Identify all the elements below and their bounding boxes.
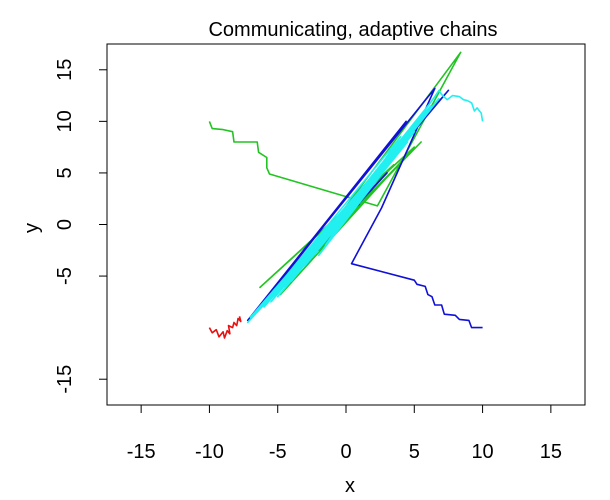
- axes-layer: -15 -10 -5 0 5 10 15 -15 -5 0 5 10 15: [54, 59, 562, 463]
- x-tick-label-4: 5: [409, 441, 420, 463]
- y-tick-label-4: 10: [54, 110, 76, 132]
- series-layer: [208, 51, 484, 339]
- y-tick-label-5: 15: [54, 59, 76, 81]
- y-axis-label: y: [21, 223, 43, 233]
- y-tick-label-1: -5: [54, 267, 76, 285]
- plot-frame: [106, 43, 586, 406]
- x-tick-label-6: 15: [540, 441, 562, 463]
- y-tick-label-0: -15: [54, 365, 76, 394]
- y-tick-label-3: 5: [54, 167, 76, 178]
- x-tick-label-1: -10: [195, 441, 224, 463]
- series-line-0: [208, 51, 462, 296]
- series-line-2: [208, 316, 242, 339]
- x-tick-label-3: 0: [340, 441, 351, 463]
- x-tick-label-0: -15: [127, 441, 156, 463]
- y-tick-label-2: 0: [54, 219, 76, 230]
- x-tick-label-2: -5: [269, 441, 287, 463]
- series-line-3: [246, 89, 484, 324]
- chart-title: Communicating, adaptive chains: [208, 19, 497, 41]
- x-axis-label: x: [345, 475, 355, 497]
- x-tick-label-5: 10: [471, 441, 493, 463]
